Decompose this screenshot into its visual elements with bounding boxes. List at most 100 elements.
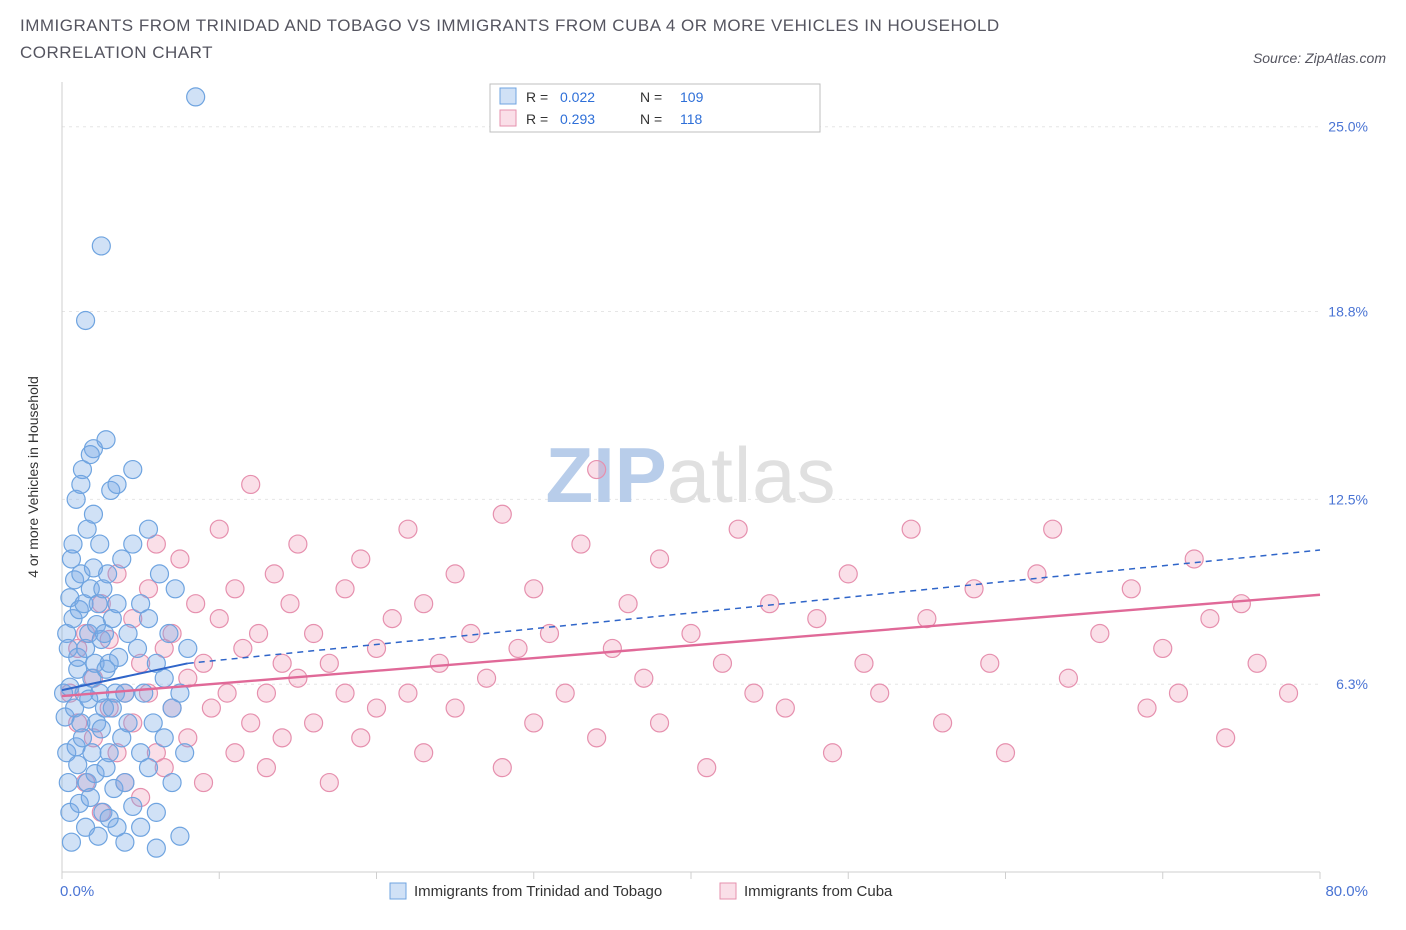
data-point — [116, 834, 134, 852]
data-point — [808, 610, 826, 628]
legend-r-value: 0.293 — [560, 111, 595, 127]
legend-swatch — [720, 883, 736, 899]
data-point — [368, 640, 386, 658]
data-point — [855, 655, 873, 673]
data-point — [729, 521, 747, 539]
data-point — [234, 640, 252, 658]
data-point — [64, 535, 82, 553]
data-point — [525, 714, 543, 732]
data-point — [1059, 670, 1077, 688]
data-point — [415, 744, 433, 762]
data-point — [651, 714, 669, 732]
data-point — [226, 744, 244, 762]
data-point — [59, 774, 77, 792]
data-point — [281, 595, 299, 613]
legend-series-label: Immigrants from Trinidad and Tobago — [414, 883, 662, 900]
data-point — [713, 655, 731, 673]
data-point — [147, 840, 165, 858]
x-max-label: 80.0% — [1325, 883, 1368, 900]
y-tick-label: 6.3% — [1336, 677, 1368, 693]
data-point — [462, 625, 480, 643]
data-point — [187, 595, 205, 613]
data-point — [352, 550, 370, 568]
data-point — [1154, 640, 1172, 658]
data-point — [195, 774, 213, 792]
data-point — [124, 798, 142, 816]
data-point — [155, 729, 173, 747]
data-point — [69, 756, 87, 774]
data-point — [305, 714, 323, 732]
data-point — [77, 312, 95, 330]
data-point — [305, 625, 323, 643]
data-point — [160, 625, 178, 643]
data-point — [128, 640, 146, 658]
data-point — [525, 580, 543, 598]
data-point — [352, 729, 370, 747]
data-point — [902, 521, 920, 539]
data-point — [257, 759, 275, 777]
data-point — [336, 580, 354, 598]
data-point — [997, 744, 1015, 762]
data-point — [383, 610, 401, 628]
data-point — [139, 610, 157, 628]
y-tick-label: 12.5% — [1328, 492, 1368, 508]
data-point — [981, 655, 999, 673]
data-point — [124, 461, 142, 479]
data-point — [72, 476, 90, 494]
data-point — [83, 744, 101, 762]
data-point — [195, 655, 213, 673]
data-point — [84, 506, 102, 524]
source-attribution: Source: ZipAtlas.com — [1253, 50, 1386, 66]
data-point — [934, 714, 952, 732]
legend-r-label: R = — [526, 89, 548, 105]
legend-n-label: N = — [640, 111, 662, 127]
data-point — [493, 506, 511, 524]
data-point — [108, 595, 126, 613]
data-point — [603, 640, 621, 658]
data-point — [839, 565, 857, 583]
data-point — [273, 655, 291, 673]
data-point — [320, 655, 338, 673]
data-point — [430, 655, 448, 673]
data-point — [1169, 685, 1187, 703]
data-point — [89, 828, 107, 846]
data-point — [150, 565, 168, 583]
legend-r-value: 0.022 — [560, 89, 595, 105]
data-point — [289, 535, 307, 553]
data-point — [144, 714, 162, 732]
data-point — [556, 685, 574, 703]
page-title: IMMIGRANTS FROM TRINIDAD AND TOBAGO VS I… — [20, 12, 1120, 66]
data-point — [179, 640, 197, 658]
legend-swatch — [500, 110, 516, 126]
data-point — [81, 446, 99, 464]
legend-n-value: 109 — [680, 89, 704, 105]
data-point — [139, 759, 157, 777]
data-point — [273, 729, 291, 747]
y-tick-label: 25.0% — [1328, 119, 1368, 135]
x-min-label: 0.0% — [60, 883, 94, 900]
data-point — [100, 744, 118, 762]
data-point — [163, 774, 181, 792]
data-point — [210, 521, 228, 539]
data-point — [698, 759, 716, 777]
data-point — [210, 610, 228, 628]
data-point — [171, 550, 189, 568]
data-point — [1185, 550, 1203, 568]
data-point — [242, 714, 260, 732]
data-point — [91, 535, 109, 553]
data-point — [81, 789, 99, 807]
data-point — [132, 819, 150, 837]
y-tick-label: 18.8% — [1328, 304, 1368, 320]
data-point — [139, 521, 157, 539]
data-point — [155, 670, 173, 688]
data-point — [619, 595, 637, 613]
legend-series-label: Immigrants from Cuba — [744, 883, 893, 900]
data-point — [135, 685, 153, 703]
data-point — [415, 595, 433, 613]
data-point — [1201, 610, 1219, 628]
data-point — [119, 714, 137, 732]
data-point — [110, 649, 128, 667]
data-point — [478, 670, 496, 688]
data-point — [124, 535, 142, 553]
data-point — [171, 828, 189, 846]
